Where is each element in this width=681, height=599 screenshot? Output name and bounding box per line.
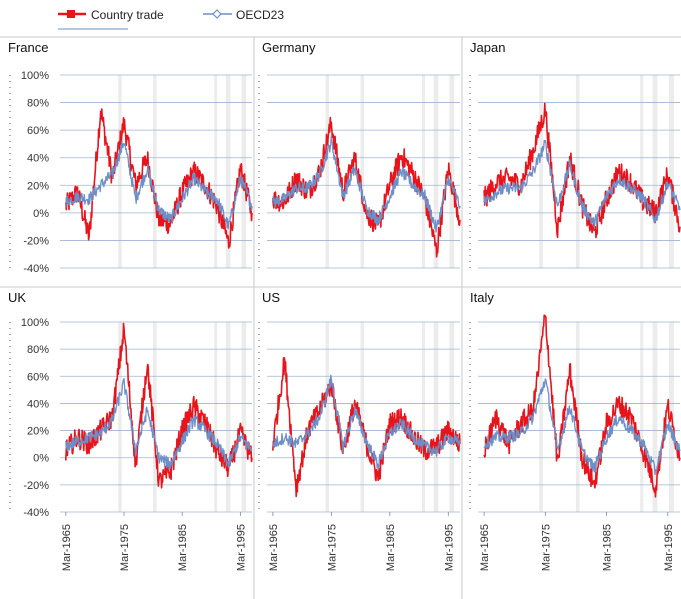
recession-band <box>325 75 329 268</box>
series-country-trade <box>483 314 681 498</box>
panel-plot <box>258 321 461 516</box>
x-axis-labels: Mar-1965 Mar-1975 Mar-1985 Mar-1995 Mar-1965… <box>61 524 675 571</box>
panel-title: Germany <box>262 40 316 55</box>
recession-band <box>575 322 580 512</box>
y-tick-label: -40% <box>23 263 49 275</box>
recession-band <box>118 75 122 268</box>
y-tick-label: -20% <box>23 235 49 247</box>
recession-band <box>360 75 365 268</box>
recession-band <box>214 75 218 268</box>
recession-band <box>539 322 543 512</box>
y-tick-label: 20% <box>27 426 49 438</box>
recession-band <box>652 322 658 512</box>
panel-plot: 100% 80% 60% 40% 20% 0% -20% -40% <box>9 317 253 519</box>
recession-band <box>421 75 425 268</box>
panel-plot <box>469 74 681 269</box>
recession-band <box>668 75 674 268</box>
series-country-trade <box>272 357 461 498</box>
x-tick-label: Mar-1965 <box>61 524 73 571</box>
y-tick-label: 0% <box>33 208 49 220</box>
series-oecd23 <box>483 378 681 476</box>
recession-band <box>640 75 644 268</box>
panel-france: France 100% 80% 60% 40% 20% 0% -20% -40% <box>8 40 253 275</box>
x-tick-label: Mar-1995 <box>663 524 675 571</box>
panel-title: US <box>262 290 280 305</box>
recession-band <box>433 75 439 268</box>
recession-band <box>575 75 580 268</box>
panel-plot <box>258 74 461 269</box>
recession-band <box>360 322 365 512</box>
recession-band <box>225 322 231 512</box>
series-oecd23 <box>65 140 253 230</box>
panel-japan: Japan <box>469 40 681 269</box>
y-tick-label: 80% <box>27 344 49 356</box>
recession-band <box>241 75 247 268</box>
panel-title: Italy <box>470 290 494 305</box>
panel-title: UK <box>8 290 26 305</box>
series-oecd23 <box>483 139 681 230</box>
recession-band <box>241 322 247 512</box>
x-tick-label: Mar-1985 <box>177 524 189 571</box>
x-tick-label: Mar-1985 <box>385 524 397 571</box>
recession-band <box>640 322 644 512</box>
recession-band <box>325 322 329 512</box>
series-oecd23 <box>272 134 461 233</box>
recession-band <box>118 322 122 512</box>
y-tick-label: 60% <box>27 371 49 383</box>
recession-band <box>539 75 543 268</box>
panel-italy: Italy <box>469 290 681 516</box>
legend-oecd-marker <box>212 9 222 19</box>
panel-plot <box>469 314 681 516</box>
recession-band <box>153 322 157 512</box>
recession-band <box>421 322 425 512</box>
x-tick-label: Mar-1995 <box>443 524 455 571</box>
y-tick-label: 100% <box>21 317 49 329</box>
recession-band <box>214 322 218 512</box>
panel-germany: Germany <box>258 40 461 269</box>
recession-band <box>449 75 455 268</box>
panel-plot: 100% 80% 60% 40% 20% 0% -20% -40% <box>9 70 253 275</box>
y-tick-label: 60% <box>27 125 49 137</box>
x-tick-label: Mar-1985 <box>602 524 614 571</box>
y-tick-label: 40% <box>27 153 49 165</box>
series-oecd23 <box>65 378 253 470</box>
series-country-trade <box>272 116 461 258</box>
x-tick-label: Mar-1975 <box>119 524 131 571</box>
y-tick-label: -20% <box>23 480 49 492</box>
series-oecd23 <box>272 374 461 470</box>
x-tick-label: Mar-1995 <box>235 524 247 571</box>
y-tick-label: -40% <box>23 507 49 519</box>
recession-band <box>225 75 231 268</box>
panel-dividers <box>0 36 681 599</box>
legend-country-marker <box>67 10 75 18</box>
panel-title: France <box>8 40 48 55</box>
x-tick-label: Mar-1975 <box>326 524 338 571</box>
series-country-trade <box>483 102 681 239</box>
x-tick-label: Mar-1975 <box>540 524 552 571</box>
y-tick-label: 80% <box>27 98 49 110</box>
x-tick-label: Mar-1965 <box>479 524 491 571</box>
y-tick-label: 40% <box>27 398 49 410</box>
legend-country-label: Country trade <box>91 8 164 22</box>
y-tick-label: 0% <box>33 453 49 465</box>
x-tick-label: Mar-1965 <box>268 524 280 571</box>
panel-title: Japan <box>470 40 505 55</box>
recession-band <box>652 75 658 268</box>
panel-us: US <box>258 290 461 516</box>
y-tick-label: 20% <box>27 180 49 192</box>
series-country-trade <box>65 108 253 249</box>
y-tick-label: 100% <box>21 70 49 82</box>
recession-band <box>449 322 455 512</box>
panel-uk: UK 100% 80% 60% 40% 20% 0% -20% -40% <box>8 290 253 519</box>
legend: Country trade OECD23 <box>58 8 284 30</box>
recession-band <box>433 322 439 512</box>
legend-oecd-label: OECD23 <box>236 8 284 22</box>
recession-band <box>153 75 157 268</box>
